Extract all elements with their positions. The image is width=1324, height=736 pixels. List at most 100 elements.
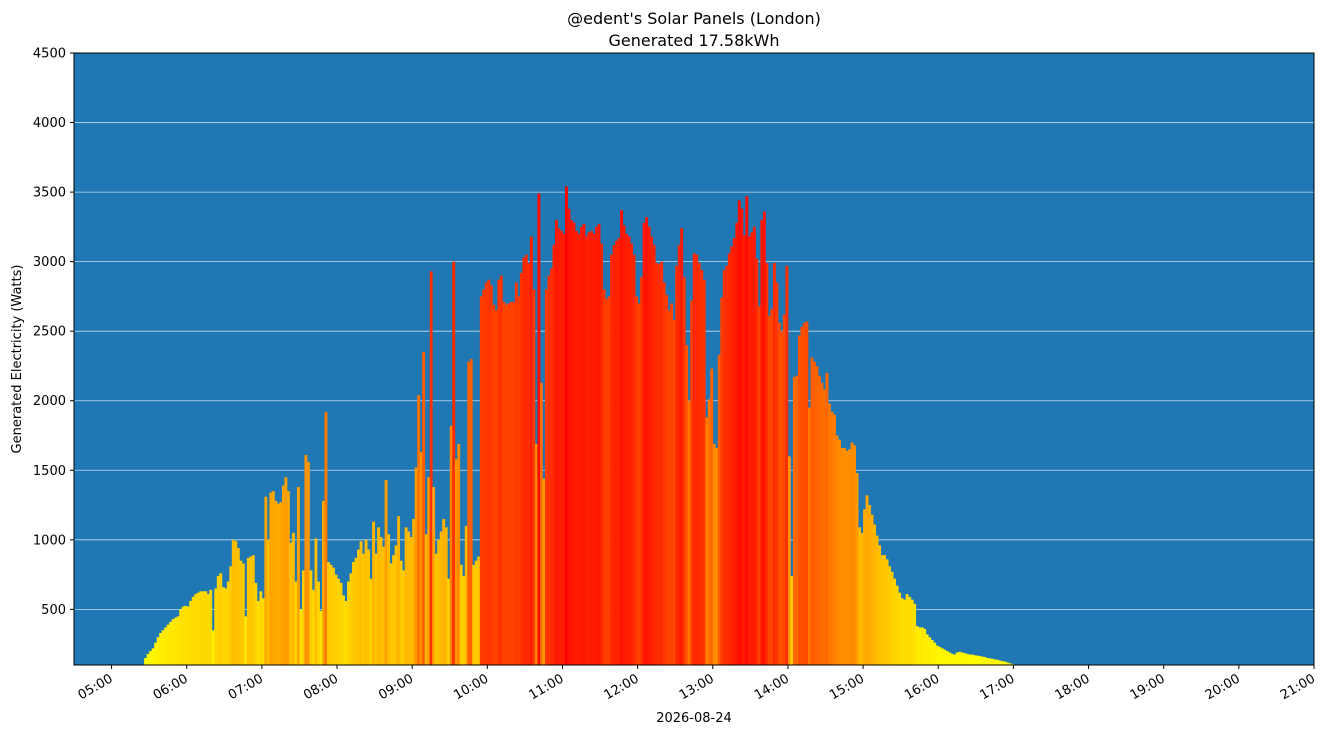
bar bbox=[640, 276, 644, 665]
bar bbox=[843, 448, 846, 665]
bar bbox=[316, 581, 320, 665]
bar bbox=[705, 417, 709, 665]
bar bbox=[642, 222, 646, 665]
x-tick-label: 20:00 bbox=[1203, 671, 1243, 703]
bar bbox=[286, 491, 290, 665]
bar bbox=[189, 601, 193, 665]
bar bbox=[211, 630, 215, 665]
bar bbox=[672, 320, 676, 665]
bar bbox=[950, 653, 954, 665]
bar bbox=[667, 310, 671, 665]
bar bbox=[572, 222, 576, 665]
bar bbox=[229, 566, 233, 665]
bar bbox=[191, 596, 195, 665]
bar bbox=[562, 233, 566, 665]
bar bbox=[384, 480, 388, 665]
bar bbox=[274, 500, 278, 665]
y-axis-label: Generated Electricity (Watts) bbox=[10, 265, 25, 454]
bar bbox=[635, 296, 639, 665]
bar bbox=[166, 624, 170, 665]
bar bbox=[918, 627, 922, 665]
bar bbox=[617, 237, 621, 665]
bar bbox=[690, 300, 694, 665]
bar bbox=[184, 605, 188, 665]
bar bbox=[352, 562, 355, 665]
bar bbox=[677, 244, 681, 666]
bar bbox=[447, 578, 451, 665]
bar bbox=[605, 299, 608, 665]
bar bbox=[582, 224, 586, 665]
bar bbox=[855, 473, 859, 665]
bar bbox=[697, 263, 701, 665]
bar bbox=[154, 642, 158, 665]
bar bbox=[893, 578, 897, 665]
bar bbox=[747, 236, 751, 665]
bar bbox=[735, 222, 739, 665]
bar bbox=[680, 228, 684, 665]
bar bbox=[810, 357, 814, 665]
bar bbox=[1000, 661, 1004, 665]
x-axis-label: 2026-08-24 bbox=[656, 711, 732, 726]
x-tick-label: 17:00 bbox=[977, 671, 1017, 703]
bar bbox=[630, 243, 634, 665]
bar bbox=[329, 564, 333, 665]
bar bbox=[244, 616, 248, 665]
bar bbox=[762, 211, 766, 665]
bar bbox=[1008, 663, 1012, 665]
bar bbox=[627, 236, 631, 665]
bar bbox=[537, 193, 541, 665]
bar bbox=[467, 361, 471, 665]
bar bbox=[885, 559, 889, 665]
bar bbox=[995, 659, 999, 665]
bar bbox=[660, 261, 664, 665]
bar bbox=[524, 254, 528, 665]
bar bbox=[181, 606, 185, 665]
x-tick-label: 07:00 bbox=[226, 671, 266, 703]
bar bbox=[422, 352, 426, 665]
bar bbox=[186, 606, 190, 665]
bar bbox=[517, 296, 521, 665]
bar bbox=[780, 331, 784, 665]
chart-title: @edent's Solar Panels (London) bbox=[567, 9, 821, 28]
bar bbox=[702, 279, 706, 665]
bar bbox=[978, 655, 982, 665]
bar bbox=[963, 653, 967, 665]
bar bbox=[752, 226, 756, 665]
x-tick-label: 15:00 bbox=[827, 671, 867, 703]
bar bbox=[364, 539, 368, 665]
bar bbox=[504, 304, 508, 665]
bar bbox=[585, 236, 588, 665]
bar bbox=[322, 500, 325, 665]
bar bbox=[424, 534, 428, 665]
y-tick-label: 2000 bbox=[33, 394, 66, 409]
bar bbox=[379, 537, 383, 665]
bar bbox=[928, 637, 932, 665]
bar bbox=[875, 535, 879, 665]
bar bbox=[785, 265, 789, 665]
bar bbox=[905, 594, 909, 665]
bar bbox=[692, 253, 696, 666]
bar bbox=[930, 639, 934, 665]
bar bbox=[231, 539, 235, 665]
x-tick-label: 10:00 bbox=[451, 671, 491, 703]
bar bbox=[399, 560, 403, 665]
bar bbox=[539, 382, 543, 665]
bar bbox=[607, 296, 611, 665]
bar bbox=[529, 236, 533, 665]
bar bbox=[261, 598, 265, 665]
bar bbox=[710, 368, 714, 665]
x-tick-label: 14:00 bbox=[752, 671, 792, 703]
bar bbox=[512, 301, 516, 665]
bar bbox=[271, 491, 275, 665]
bar bbox=[903, 599, 907, 665]
bar bbox=[557, 228, 561, 665]
x-tick-label: 12:00 bbox=[602, 671, 642, 703]
bar bbox=[823, 389, 826, 665]
bar bbox=[309, 570, 313, 665]
bar bbox=[301, 570, 305, 665]
bar bbox=[209, 589, 213, 665]
bar bbox=[374, 553, 378, 665]
bar bbox=[818, 375, 821, 665]
bar bbox=[637, 303, 641, 665]
bar bbox=[414, 467, 418, 665]
